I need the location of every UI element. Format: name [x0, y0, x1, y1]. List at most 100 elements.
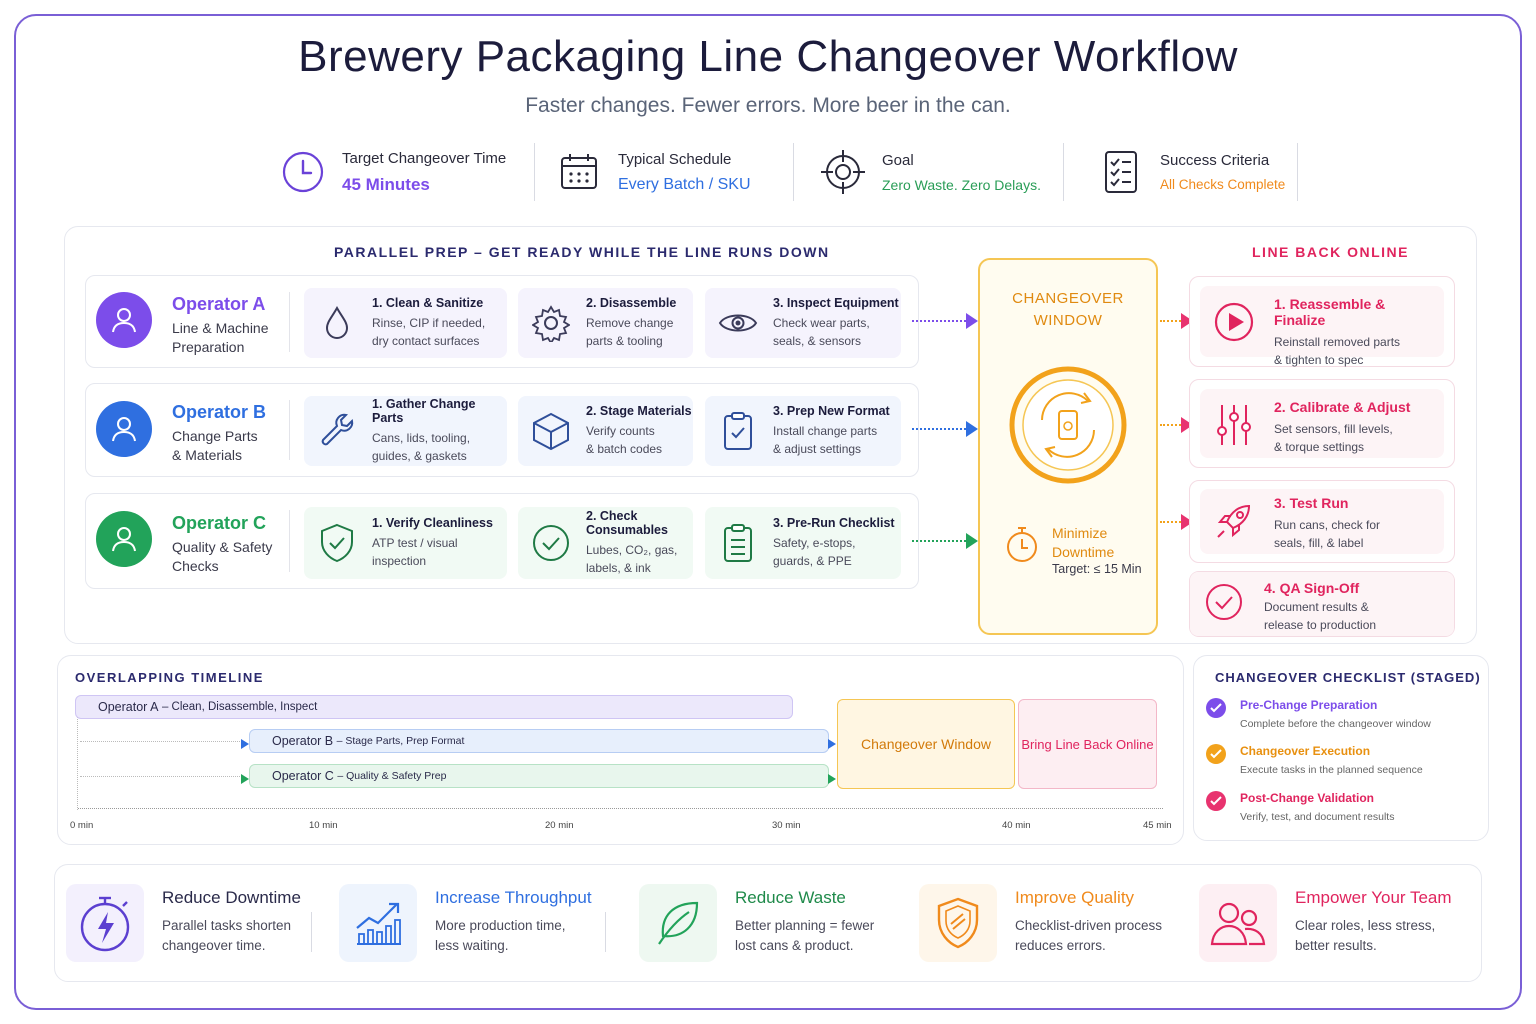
- benefit-desc: reduces errors.: [1015, 938, 1106, 953]
- step-desc: Set sensors, fill levels,: [1274, 422, 1393, 436]
- step-desc: & torque settings: [1274, 440, 1365, 454]
- task-desc: & batch codes: [586, 442, 663, 456]
- timeline-start-line: [77, 706, 78, 810]
- box-icon: [530, 410, 572, 452]
- step-title: 3. Test Run: [1274, 495, 1349, 511]
- clipboard-list-icon: [717, 522, 759, 564]
- bar-name: Operator B: [272, 734, 334, 748]
- step-reassemble: 1. Reassemble & Finalize Reinstall remove…: [1189, 276, 1455, 367]
- operator-desc: Line & Machine: [172, 320, 269, 336]
- benefit-desc: More production time,: [435, 918, 566, 933]
- avatar: [96, 511, 152, 567]
- task-prep-new-format: 3. Prep New Format Install change parts & …: [705, 396, 901, 466]
- task-desc: guides, & gaskets: [372, 449, 467, 463]
- step-calibrate: 2. Calibrate & Adjust Set sensors, fill l…: [1189, 379, 1455, 468]
- step-test-run: 3. Test Run Run cans, check for seals, fil…: [1189, 480, 1455, 563]
- task-pre-run-checklist: 3. Pre-Run Checklist Safety, e-stops, guar…: [705, 507, 901, 579]
- benefit-reduce-waste: Reduce Waste Better planning = fewer lost …: [639, 884, 874, 962]
- checklist-icon: [1094, 145, 1148, 199]
- bar-detail: – Clean, Disassemble, Inspect: [161, 701, 318, 713]
- task-inspect-equipment: 3. Inspect Equipment Check wear parts, sea…: [705, 288, 901, 358]
- task-desc: & adjust settings: [773, 442, 862, 456]
- tick-label: 45 min: [1143, 820, 1172, 831]
- divider: [1063, 143, 1064, 201]
- leaf-icon: [639, 884, 717, 962]
- operator-desc: Checks: [172, 558, 219, 574]
- operator-b-row: Operator B Change Parts & Materials 1. G…: [85, 383, 919, 477]
- operator-desc: Preparation: [172, 339, 245, 355]
- task-title: 1. Gather Change Parts: [372, 397, 476, 425]
- task-desc: ATP test / visual: [372, 536, 458, 550]
- step-desc: release to production: [1264, 618, 1377, 632]
- arrow-head-icon: [1181, 417, 1193, 438]
- parallel-prep-heading: PARALLEL PREP – GET READY WHILE THE LINE…: [334, 244, 830, 260]
- task-check-consumables: 2. Check Consumables Lubes, CO₂, gas, labe…: [518, 507, 693, 579]
- operator-desc: Quality & Safety: [172, 539, 273, 555]
- benefit-title: Reduce Waste: [735, 888, 846, 907]
- timeline-bar-operator-a: Operator A – Clean, Disassemble, Inspect: [75, 695, 793, 719]
- divider: [311, 912, 312, 952]
- arrow-head-icon: [828, 736, 836, 754]
- benefit-desc: Checklist-driven process: [1015, 918, 1163, 933]
- task-title: 3. Inspect Equipment: [773, 296, 899, 310]
- changeover-title: CHANGEOVER: [1012, 290, 1124, 307]
- kpi-value: 45 Minutes: [342, 174, 430, 194]
- check-icon: [1206, 744, 1226, 764]
- benefit-desc: Parallel tasks shorten: [162, 918, 292, 933]
- benefit-desc: Better planning = fewer: [735, 918, 875, 933]
- connector-a: [912, 320, 970, 322]
- divider: [1297, 143, 1298, 201]
- timeline-lead: [80, 741, 242, 742]
- operator-name: Operator B: [172, 402, 267, 422]
- clock-icon: [276, 145, 330, 199]
- benefit-desc: Clear roles, less stress,: [1295, 918, 1436, 933]
- rotation-icon: [1008, 360, 1128, 495]
- kpi-label: Target Changeover Time: [342, 149, 507, 167]
- bar-detail: – Stage Parts, Prep Format: [336, 735, 465, 747]
- minimize-label: Minimize: [1052, 525, 1108, 541]
- step-desc: seals, fill, & label: [1274, 536, 1364, 550]
- task-title: 3. Prep New Format: [773, 404, 890, 418]
- rocket-icon: [1212, 499, 1256, 543]
- benefit-title: Empower Your Team: [1295, 888, 1452, 907]
- divider: [534, 143, 535, 201]
- shield-icon: [919, 884, 997, 962]
- checklist-title: Changeover Execution: [1240, 744, 1371, 758]
- task-desc: Verify counts: [586, 424, 655, 438]
- operator-name: Operator C: [172, 513, 267, 533]
- checklist-heading: CHANGEOVER CHECKLIST (STAGED): [1215, 670, 1481, 685]
- clipboard-check-icon: [717, 410, 759, 452]
- changeover-window-card: CHANGEOVER WINDOW Minimize Downtime Targ…: [978, 258, 1158, 635]
- arrow-head-icon: [241, 736, 249, 754]
- step-title: 1. Reassemble & Finalize: [1274, 296, 1386, 328]
- benefit-title: Improve Quality: [1015, 888, 1135, 907]
- kpi-target-time: Target Changeover Time 45 Minutes: [276, 140, 506, 204]
- benefit-title: Increase Throughput: [435, 888, 592, 907]
- task-title: 1. Verify Cleanliness: [372, 516, 493, 530]
- stopwatch-bolt-icon: [66, 884, 144, 962]
- checklist-title: Pre-Change Preparation: [1240, 698, 1378, 712]
- kpi-schedule: Typical Schedule Every Batch / SKU: [552, 140, 751, 204]
- task-desc: Install change parts: [773, 424, 878, 438]
- benefit-desc: better results.: [1295, 938, 1377, 953]
- page-frame: [14, 14, 1522, 1010]
- task-title: 3. Pre-Run Checklist: [773, 516, 895, 530]
- task-desc: seals, & sensors: [773, 334, 862, 348]
- connector-out: [1160, 521, 1184, 523]
- benefit-desc: changeover time.: [162, 938, 266, 953]
- step-desc: Document results &: [1264, 600, 1369, 614]
- benefit-improve-quality: Improve Quality Checklist-driven process r…: [919, 884, 1162, 962]
- kpi-value: Zero Waste. Zero Delays.: [882, 176, 1041, 193]
- tick-label: 40 min: [1002, 820, 1031, 831]
- operator-a-row: Operator A Line & Machine Preparation 1.…: [85, 275, 919, 368]
- task-desc: inspection: [372, 554, 427, 568]
- kpi-label: Success Criteria: [1160, 152, 1270, 169]
- kpi-value: Every Batch / SKU: [618, 175, 751, 193]
- operator-c-row: Operator C Quality & Safety Checks 1. Ve…: [85, 493, 919, 589]
- arrow-head-icon: [966, 313, 978, 334]
- checklist-panel: [1193, 655, 1489, 841]
- divider: [289, 400, 290, 460]
- divider: [289, 510, 290, 572]
- task-title: 2. Check Consumables: [586, 509, 668, 537]
- task-desc: Check wear parts,: [773, 316, 870, 330]
